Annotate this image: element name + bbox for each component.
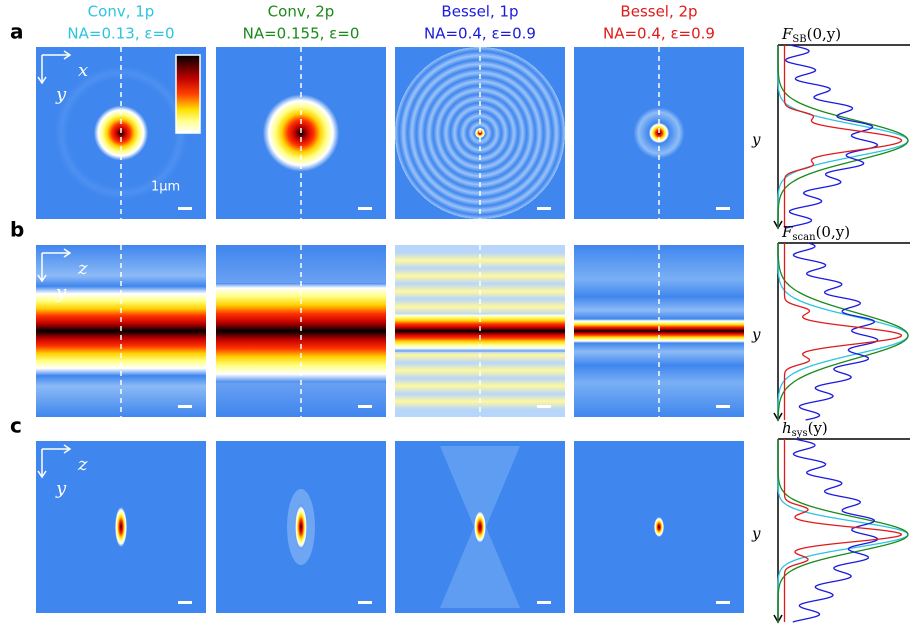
profile-args: (y): [808, 419, 828, 437]
panel: [574, 245, 744, 417]
scale-bar: [358, 601, 372, 604]
column-title: Conv, 2p: [268, 3, 335, 21]
panel: [216, 245, 386, 417]
axis-label: y: [55, 84, 67, 105]
profile-args: (0,y): [816, 223, 851, 241]
scale-bar: [537, 601, 551, 604]
column-params: NA=0.13, ε=0: [67, 25, 174, 43]
row-label: a: [10, 20, 24, 44]
profile-curve: [784, 44, 879, 229]
row-label: c: [10, 414, 22, 438]
panel: [395, 245, 565, 417]
scale-bar: [178, 405, 192, 408]
scale-bar: [716, 601, 730, 604]
profile-axis-label: y: [751, 525, 761, 543]
profile-curve: [792, 438, 879, 623]
column-title: Bessel, 2p: [620, 3, 697, 21]
scale-label: 1μm: [151, 180, 180, 195]
profile-axis-label: y: [751, 326, 761, 344]
panel: zy: [36, 441, 206, 613]
axis-arrows: [37, 50, 72, 85]
profile-sub: scan: [792, 232, 816, 243]
axis-arrows: [37, 248, 72, 283]
scale-bar: [716, 207, 730, 210]
axis-arrows: [37, 444, 72, 479]
profile-main: F: [781, 25, 793, 43]
profile-curve: [783, 243, 902, 420]
panel: [395, 441, 565, 613]
profile-curve: [777, 45, 909, 228]
column-params: NA=0.155, ε=0: [243, 25, 360, 43]
profile-title: Fscan(0,y): [781, 223, 850, 243]
colorbar: [175, 54, 201, 134]
profile-main: F: [781, 223, 793, 241]
scale-bar: [178, 207, 192, 210]
panel: [216, 47, 386, 219]
profile-curve: [777, 243, 909, 420]
panel: [216, 441, 386, 613]
profile-curve: [777, 45, 909, 228]
spot: [295, 505, 307, 549]
scale-bar: [537, 405, 551, 408]
axis-label: z: [77, 454, 88, 475]
row-label: b: [10, 218, 24, 242]
profile-title: FSB(0,y): [781, 25, 841, 45]
panel: [574, 441, 744, 613]
spot: [115, 507, 127, 547]
profile-curve: [792, 242, 879, 421]
column-title: Conv, 1p: [88, 3, 155, 21]
scale-bar: [358, 405, 372, 408]
profile-title: hsys(y): [782, 419, 828, 439]
panel: zy: [36, 245, 206, 417]
profile-sub: sys: [792, 428, 808, 439]
scale-bar: [537, 207, 551, 210]
profile-axis-label: y: [751, 131, 761, 149]
panel: [574, 47, 744, 219]
column-params: NA=0.4, ε=0.9: [603, 25, 715, 43]
scale-bar: [178, 601, 192, 604]
column-params: NA=0.4, ε=0.9: [424, 25, 536, 43]
profile-axes: [773, 438, 910, 624]
panel: xy 1μm: [36, 47, 206, 219]
spot: [654, 517, 664, 537]
profile-main: h: [782, 419, 792, 437]
profile-curve: [777, 439, 909, 622]
axis-label: y: [55, 282, 67, 303]
column-title: Bessel, 1p: [441, 3, 518, 21]
panel: [395, 47, 565, 219]
scale-bar: [358, 207, 372, 210]
profile-args: (0,y): [807, 25, 842, 43]
spot: [474, 511, 486, 543]
axis-label: y: [55, 478, 67, 499]
profile-curve: [783, 439, 902, 622]
profile-sub: SB: [792, 34, 806, 45]
scale-bar: [716, 405, 730, 408]
axis-label: x: [78, 60, 88, 81]
profile-curve: [783, 45, 903, 228]
axis-label: z: [77, 258, 88, 279]
